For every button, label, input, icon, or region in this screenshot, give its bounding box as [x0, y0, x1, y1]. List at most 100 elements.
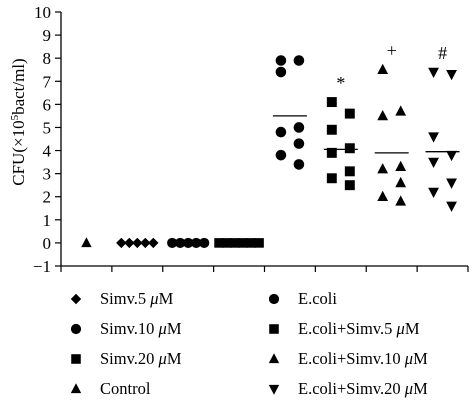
- y-tick-label: 2: [43, 188, 52, 207]
- legend-label: E.coli+Simv.10 μM: [298, 349, 428, 368]
- data-point: [246, 238, 256, 248]
- data-point: [326, 97, 337, 108]
- circle-marker-icon: [68, 321, 84, 337]
- legend-label: E.coli: [298, 289, 337, 308]
- y-tick-label: 4: [43, 142, 52, 161]
- chart-axes: [60, 12, 468, 267]
- data-point: [293, 138, 305, 149]
- legend-item: Simv.20 μM: [68, 344, 182, 374]
- significance-annotations: * + #: [336, 41, 447, 93]
- data-point: [293, 159, 305, 170]
- data-points: [81, 55, 457, 249]
- data-point: [191, 237, 202, 249]
- circle-marker-icon: [266, 291, 282, 307]
- triangle-down-marker-shape: [268, 384, 280, 395]
- y-label-text: bact/ml): [9, 58, 28, 115]
- data-point: [175, 237, 186, 249]
- y-tick-label: 3: [43, 165, 52, 184]
- data-point: [116, 237, 127, 249]
- data-point: [230, 238, 240, 248]
- data-point: [199, 237, 210, 249]
- triangle-down-marker-icon: [266, 381, 282, 397]
- triangle-up-marker-shape: [268, 353, 280, 364]
- data-point: [148, 237, 159, 249]
- square-marker-icon: [266, 321, 282, 337]
- legend-item: E.coli+Simv.10 μM: [266, 344, 428, 374]
- y-tick-label: 0: [43, 234, 52, 253]
- square-marker-icon: [68, 351, 84, 367]
- legend-label: E.coli+Simv.5 μM: [298, 319, 420, 338]
- legend-item: E.coli+Simv.20 μM: [266, 374, 428, 404]
- data-point: [428, 67, 439, 78]
- x-axis-ticks: [60, 266, 469, 272]
- legend-label: Simv.5 μM: [100, 289, 174, 308]
- y-tick-label: 10: [34, 3, 51, 22]
- legend: Simv.5 μM Simv.10 μM Simv.20 μM Control E.c…: [0, 284, 474, 410]
- data-point: [344, 108, 355, 119]
- data-point: [446, 178, 457, 189]
- data-point: [326, 124, 337, 135]
- legend-item: Control: [68, 374, 150, 404]
- data-point: [446, 70, 457, 81]
- data-point: [275, 66, 287, 78]
- data-point: [344, 143, 355, 154]
- data-point: [377, 163, 389, 174]
- legend-item: Simv.5 μM: [68, 284, 173, 314]
- square-marker-shape: [269, 324, 279, 334]
- data-point: [446, 201, 457, 212]
- data-point: [254, 238, 264, 248]
- data-point: [344, 180, 355, 191]
- data-point: [275, 55, 287, 66]
- y-tick-label: 5: [43, 118, 52, 137]
- significance-marker: #: [438, 43, 447, 63]
- y-axis-ticks: −1 0 1 2 3 4 5 6 7 8 9 10: [33, 3, 61, 276]
- data-point: [167, 237, 178, 249]
- data-point: [446, 150, 457, 162]
- data-point: [238, 238, 248, 248]
- data-point: [275, 126, 287, 138]
- y-tick-label: 9: [43, 26, 52, 45]
- data-point: [428, 132, 439, 143]
- circle-marker-shape: [70, 323, 82, 335]
- data-point: [377, 109, 389, 121]
- triangle-up-marker-icon: [266, 351, 282, 367]
- square-marker-shape: [71, 354, 81, 364]
- data-point: [275, 149, 287, 161]
- y-tick-label: 7: [43, 72, 52, 91]
- significance-marker: *: [336, 73, 345, 93]
- legend-label: E.coli+Simv.20 μM: [298, 379, 428, 398]
- data-point: [395, 160, 407, 172]
- significance-marker: +: [387, 41, 397, 61]
- legend-item: E.coli: [266, 284, 337, 314]
- circle-marker-shape: [268, 293, 280, 305]
- data-point: [344, 166, 355, 177]
- diamond-marker-shape: [70, 293, 82, 305]
- data-point: [222, 238, 232, 248]
- y-axis-label: CFU(×105bact/ml): [9, 58, 28, 185]
- data-point: [395, 105, 407, 116]
- legend-label: Control: [100, 379, 151, 398]
- y-tick-label: −1: [33, 257, 51, 276]
- data-point: [140, 237, 151, 249]
- data-point: [326, 173, 337, 184]
- data-point: [395, 195, 407, 206]
- data-point: [293, 122, 305, 133]
- y-tick-label: 6: [43, 95, 52, 114]
- legend-item: E.coli+Simv.5 μM: [266, 314, 420, 344]
- diamond-marker-icon: [68, 291, 84, 307]
- data-point: [428, 187, 439, 199]
- data-point: [214, 238, 224, 248]
- legend-item: Simv.10 μM: [68, 314, 182, 344]
- legend-label: Simv.20 μM: [100, 349, 182, 368]
- data-point: [377, 63, 389, 75]
- data-point: [428, 157, 439, 169]
- y-tick-label: 1: [43, 211, 52, 230]
- triangle-up-marker-icon: [68, 381, 84, 397]
- data-point: [183, 237, 194, 249]
- data-point: [81, 237, 92, 248]
- y-label-text: CFU(×10: [9, 120, 28, 185]
- triangle-up-marker-shape: [70, 383, 82, 394]
- legend-label: Simv.10 μM: [100, 319, 182, 338]
- data-point: [132, 237, 143, 249]
